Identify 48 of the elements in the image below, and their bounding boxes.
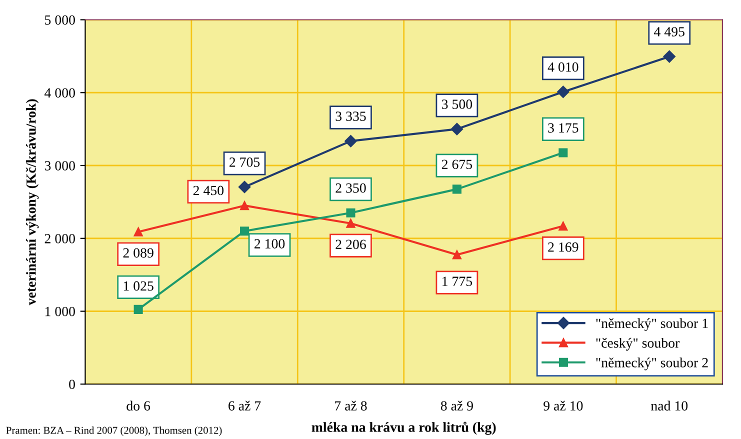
legend-label: "německý" soubor 2 xyxy=(596,358,708,370)
point xyxy=(240,226,250,236)
y-tick-label: 0 xyxy=(69,380,75,390)
x-axis-title: mléka na krávu a rok litrů (kg) xyxy=(312,422,496,435)
data-label: 2 100 xyxy=(254,239,285,248)
y-tick-label: 1 000 xyxy=(45,306,75,316)
data-label: 2 169 xyxy=(548,242,578,252)
data-label: 2 705 xyxy=(230,157,260,167)
y-tick-label: 4 000 xyxy=(44,88,75,98)
data-label: 2 206 xyxy=(336,240,366,250)
point xyxy=(450,122,464,136)
data-label: 3 335 xyxy=(336,112,366,121)
data-label: 1 025 xyxy=(124,281,154,291)
point xyxy=(134,227,143,236)
y-tick-label: 3 000 xyxy=(44,161,75,170)
x-tick-label: nad 10 xyxy=(650,400,688,411)
point xyxy=(134,304,143,314)
point xyxy=(240,201,250,210)
x-tick-label: 7 až 8 xyxy=(335,400,367,411)
y-tick-label: 2 000 xyxy=(44,234,75,244)
y-axis-title: veterinární výkony (Kč/krávu/rok) xyxy=(26,99,39,306)
x-tick-label: 8 až 9 xyxy=(440,400,473,411)
point xyxy=(452,184,462,194)
text: Pramen: BZA – Rind 2007 (2008), Thomsen (2012) xyxy=(6,426,222,436)
data-label: 1 775 xyxy=(442,276,472,286)
point xyxy=(558,148,568,158)
point xyxy=(557,86,570,98)
data-label: 2 450 xyxy=(193,186,224,196)
data-label: 2 675 xyxy=(442,160,472,170)
data-label: 4 010 xyxy=(548,62,578,72)
point xyxy=(452,250,462,260)
data-label: 4 495 xyxy=(654,27,684,36)
legend-label: "český" soubor xyxy=(596,338,680,351)
point xyxy=(346,208,356,218)
x-tick-label: 6 až 7 xyxy=(228,400,261,411)
point xyxy=(238,180,251,194)
point xyxy=(344,134,357,148)
data-label: 3 175 xyxy=(548,123,578,133)
x-tick-label: do 6 xyxy=(126,400,150,411)
legend-label: "německý" soubor 1 xyxy=(596,318,708,331)
x-tick-label: 9 až 10 xyxy=(544,400,583,411)
y-tick-label: 5 000 xyxy=(45,15,75,25)
point xyxy=(346,218,356,228)
data-label: 2 089 xyxy=(123,248,154,258)
data-label: 2 350 xyxy=(336,183,366,193)
point xyxy=(663,50,676,63)
data-label: 3 500 xyxy=(442,100,472,109)
point xyxy=(558,222,568,231)
